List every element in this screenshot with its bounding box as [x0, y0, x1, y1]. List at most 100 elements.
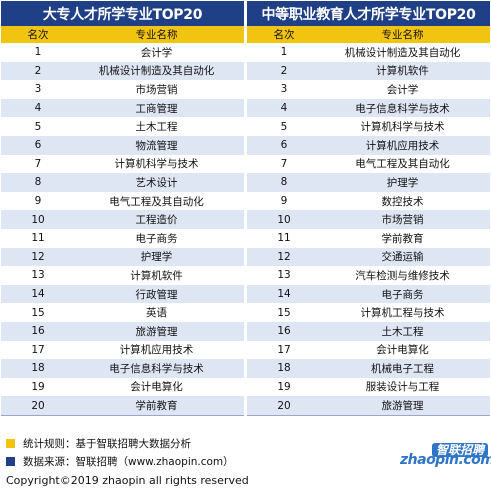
- major-name-cell: 电气工程及其自动化: [109, 195, 204, 208]
- major-name-cell: 工商管理: [135, 102, 178, 115]
- rank-cell: 20: [277, 399, 291, 412]
- rank-cell: 14: [31, 288, 45, 301]
- table-row: 5 计算机科学与技术: [247, 117, 490, 136]
- footer-notes: 统计规则：基于智联招聘大数据分析 数据来源：智联招聘（www.zhaopin.c…: [6, 434, 486, 470]
- rank-cell: 11: [31, 232, 45, 245]
- major-name-cell: 土木工程: [135, 121, 178, 134]
- major-name-cell: 电子信息科学与技术: [355, 102, 450, 115]
- rank-cell: 1: [34, 46, 42, 59]
- note-data-source-text: 数据来源：智联招聘（www.zhaopin.com）: [23, 455, 234, 468]
- table-row: 11 电子商务: [1, 228, 244, 248]
- major-name-cell: 机械设计制造及其自动化: [344, 46, 461, 59]
- major-name-cell: 会计电算化: [130, 381, 183, 394]
- table-row: 6 物流管理: [1, 135, 244, 155]
- rank-cell: 13: [31, 269, 45, 282]
- rank-cell: 8: [34, 176, 42, 189]
- table-row: 15 计算机工程与技术: [247, 303, 490, 322]
- table-row: 19 服装设计与工程: [247, 377, 490, 397]
- table-row: 17 计算机应用技术: [1, 340, 244, 360]
- major-name-cell: 学前教育: [135, 400, 178, 413]
- rank-cell: 18: [277, 362, 291, 375]
- table-row: 3 市场营销: [1, 80, 244, 99]
- copyright-text: Copyright©2019 zhaopin all rights reserv…: [6, 474, 249, 487]
- major-name-cell: 会计学: [386, 83, 419, 96]
- major-name-cell: 数控技术: [381, 195, 424, 208]
- major-name-cell: 护理学: [386, 176, 419, 189]
- major-name-cell: 市场营销: [135, 83, 178, 96]
- rank-cell: 16: [31, 325, 45, 338]
- table-row: 10 市场营销: [247, 210, 490, 229]
- table-row: 18 电子信息科学与技术: [1, 359, 244, 378]
- right-table-body: 1 机械设计制造及其自动化 2 计算机软件 3 会计学 4 电子信息科学与技术 5 计算机科学与技…: [247, 43, 490, 416]
- major-name-cell: 会计学: [140, 46, 173, 59]
- table-row: 18 机械电子工程: [247, 359, 490, 378]
- rank-cell: 16: [277, 325, 291, 338]
- rank-cell: 6: [280, 139, 288, 152]
- rank-cell: 3: [280, 83, 288, 96]
- left-table-header: 名次 专业名称: [1, 26, 244, 43]
- rank-cell: 17: [277, 343, 291, 356]
- table-row: 14 行政管理: [1, 284, 244, 304]
- rank-column-header: 名次: [273, 29, 295, 41]
- table-row: 8 艺术设计: [1, 173, 244, 192]
- major-name-cell: 艺术设计: [135, 176, 178, 189]
- rank-cell: 15: [31, 306, 45, 319]
- major-name-cell: 服装设计与工程: [365, 381, 440, 394]
- rank-cell: 20: [31, 399, 45, 412]
- rank-cell: 4: [34, 102, 42, 115]
- major-name-cell: 计算机科学与技术: [360, 121, 445, 134]
- major-name-cell: 机械设计制造及其自动化: [98, 65, 215, 78]
- table-row: 4 工商管理: [1, 98, 244, 118]
- table-row: 1 机械设计制造及其自动化: [247, 43, 490, 62]
- left-table-body: 1 会计学 2 机械设计制造及其自动化 3 市场营销 4 工商管理 5 土木工程 6 物流管理 7 计算机…: [1, 43, 244, 416]
- rank-cell: 18: [31, 362, 45, 375]
- table-row: 11 学前教育: [247, 228, 490, 248]
- rank-cell: 2: [34, 64, 42, 77]
- major-name-cell: 物流管理: [135, 139, 178, 152]
- major-name-cell: 机械电子工程: [371, 362, 434, 375]
- major-name-cell: 计算机科学与技术: [114, 158, 199, 171]
- rank-cell: 12: [277, 250, 291, 263]
- left-table: 大专人才所学专业TOP20 名次 专业名称 1 会计学 2 机械设计制造及其自动化 3 市…: [1, 1, 244, 416]
- table-row: 9 数控技术: [247, 191, 490, 211]
- table-row: 15 英语: [1, 303, 244, 322]
- rank-cell: 7: [34, 157, 42, 170]
- rank-cell: 4: [280, 102, 288, 115]
- major-name-cell: 计算机软件: [376, 65, 429, 78]
- major-name-cell: 计算机软件: [130, 269, 183, 282]
- rank-cell: 11: [277, 232, 291, 245]
- left-table-title: 大专人才所学专业TOP20: [1, 1, 244, 26]
- major-name-cell: 电子商务: [135, 232, 178, 245]
- major-name-cell: 电子信息科学与技术: [109, 362, 204, 375]
- table-row: 20 旅游管理: [247, 396, 490, 415]
- major-name-cell: 工程造价: [135, 214, 178, 227]
- rank-cell: 10: [277, 213, 291, 226]
- major-name-cell: 旅游管理: [381, 400, 424, 413]
- rank-cell: 17: [31, 343, 45, 356]
- table-row: 9 电气工程及其自动化: [1, 191, 244, 211]
- rank-cell: 5: [280, 120, 288, 133]
- rank-cell: 14: [277, 288, 291, 301]
- rank-cell: 2: [280, 64, 288, 77]
- rank-cell: 7: [280, 157, 288, 170]
- major-name-cell: 电子商务: [381, 288, 424, 301]
- rank-cell: 15: [277, 306, 291, 319]
- rank-cell: 6: [34, 139, 42, 152]
- rank-cell: 10: [31, 213, 45, 226]
- table-row: 13 汽车检测与维修技术: [247, 266, 490, 285]
- major-name-cell: 旅游管理: [135, 325, 178, 338]
- major-name-cell: 电气工程及其自动化: [355, 158, 450, 171]
- logo-cn-text: 智联招聘: [431, 443, 488, 457]
- rank-cell: 8: [280, 176, 288, 189]
- table-row: 12 交通运输: [247, 247, 490, 267]
- table-row: 2 计算机软件: [247, 61, 490, 81]
- table-row: 7 电气工程及其自动化: [247, 154, 490, 174]
- table-row: 20 学前教育: [1, 396, 244, 415]
- rank-column-header: 名次: [27, 29, 49, 41]
- table-row: 12 护理学: [1, 247, 244, 267]
- major-name-cell: 汽车检测与维修技术: [355, 269, 450, 282]
- major-name-cell: 行政管理: [135, 288, 178, 301]
- rank-cell: 13: [277, 269, 291, 282]
- major-column-header: 专业名称: [381, 29, 424, 41]
- table-row: 8 护理学: [247, 173, 490, 192]
